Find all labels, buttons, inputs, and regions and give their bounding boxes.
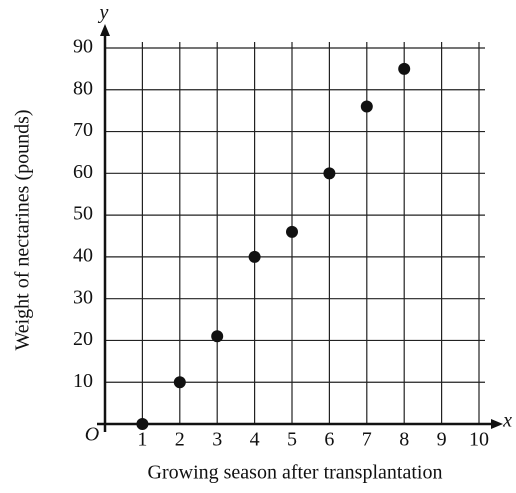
x-tick-label: 7	[362, 429, 372, 451]
origin-label: O	[85, 424, 99, 446]
y-tick-label: 20	[73, 328, 93, 350]
point	[136, 418, 149, 430]
point	[211, 330, 224, 343]
y-tick-label: 50	[73, 203, 93, 225]
y-tick-label: 80	[73, 77, 93, 99]
x-tick-label: 4	[250, 429, 260, 451]
y-symbol: y	[98, 2, 109, 24]
x-tick-label: 3	[212, 429, 222, 451]
x-tick-label: 6	[324, 429, 334, 451]
point	[360, 100, 373, 113]
x-axis-label: Growing season after transplantation	[148, 462, 443, 484]
x-tick-label: 8	[399, 429, 409, 451]
x-tick-label: 5	[287, 429, 297, 451]
x-arrow	[491, 419, 503, 429]
point	[398, 62, 411, 75]
y-axis-label: Weight of nectarines (pounds)	[12, 109, 34, 350]
y-arrow	[100, 24, 110, 36]
y-tick-label: 10	[73, 370, 93, 392]
y-tick-label: 40	[73, 244, 93, 266]
point	[323, 167, 336, 180]
point	[248, 250, 261, 263]
y-tick-label: 90	[73, 36, 93, 58]
y-tick-label: 70	[73, 119, 93, 141]
x-tick-label: 10	[469, 429, 489, 451]
point	[286, 225, 298, 238]
x-tick-label: 2	[175, 429, 185, 451]
y-tick-label: 30	[73, 286, 93, 308]
x-tick-label: 1	[137, 429, 147, 451]
x-symbol: x	[502, 410, 512, 432]
point	[173, 376, 186, 389]
x-tick-label: 9	[437, 429, 447, 451]
y-tick-label: 60	[73, 161, 93, 183]
